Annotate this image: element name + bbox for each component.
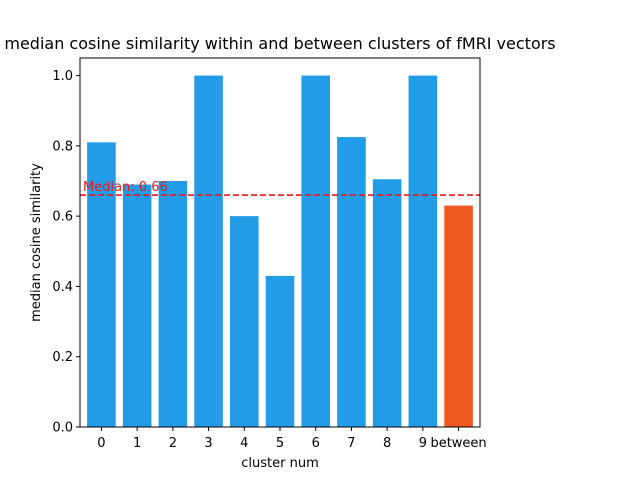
chart-title: median cosine similarity within and betw…: [4, 34, 555, 53]
x-tick-label: 9: [419, 436, 427, 451]
x-tick-label: 3: [204, 436, 212, 451]
bar-0: [87, 142, 116, 427]
x-tick-label: 0: [97, 436, 105, 451]
x-tick-label: 4: [240, 436, 248, 451]
y-axis: 0.0 0.2 0.4 0.6 0.8 1.0: [52, 69, 80, 436]
y-tick-label: 0.4: [52, 280, 73, 295]
y-tick-label: 0.0: [52, 421, 73, 436]
x-tick-label: 2: [169, 436, 177, 451]
y-tick-label: 0.8: [52, 139, 73, 154]
bar-1: [122, 184, 152, 427]
x-tick-label: 7: [347, 436, 355, 451]
bar-8: [372, 179, 402, 427]
y-tick-label: 1.0: [52, 69, 73, 84]
x-tick-label: 1: [133, 436, 141, 451]
x-tick-label: 8: [383, 436, 391, 451]
bar-9: [408, 75, 438, 427]
y-tick-label: 0.6: [52, 210, 73, 225]
x-axis: 0 1 2 3 4 5 6 7 8 9 between: [97, 427, 487, 451]
bar-between: [444, 205, 473, 427]
bar-2: [158, 181, 188, 427]
bar-6: [301, 75, 330, 427]
bar-4: [230, 216, 259, 427]
x-axis-label: cluster num: [241, 456, 319, 471]
x-tick-label: 5: [276, 436, 284, 451]
bar-7: [337, 137, 366, 427]
bars-layer: [87, 75, 473, 427]
y-tick-label: 0.2: [52, 350, 73, 365]
x-tick-label: between: [430, 436, 486, 451]
median-line-label: Median: 0.66: [83, 180, 168, 195]
y-axis-label: median cosine similarity: [29, 163, 44, 322]
bar-3: [194, 75, 223, 427]
x-tick-label: 6: [312, 436, 320, 451]
bar-5: [265, 275, 295, 427]
reference-line-layer: Median: 0.66: [80, 180, 480, 196]
